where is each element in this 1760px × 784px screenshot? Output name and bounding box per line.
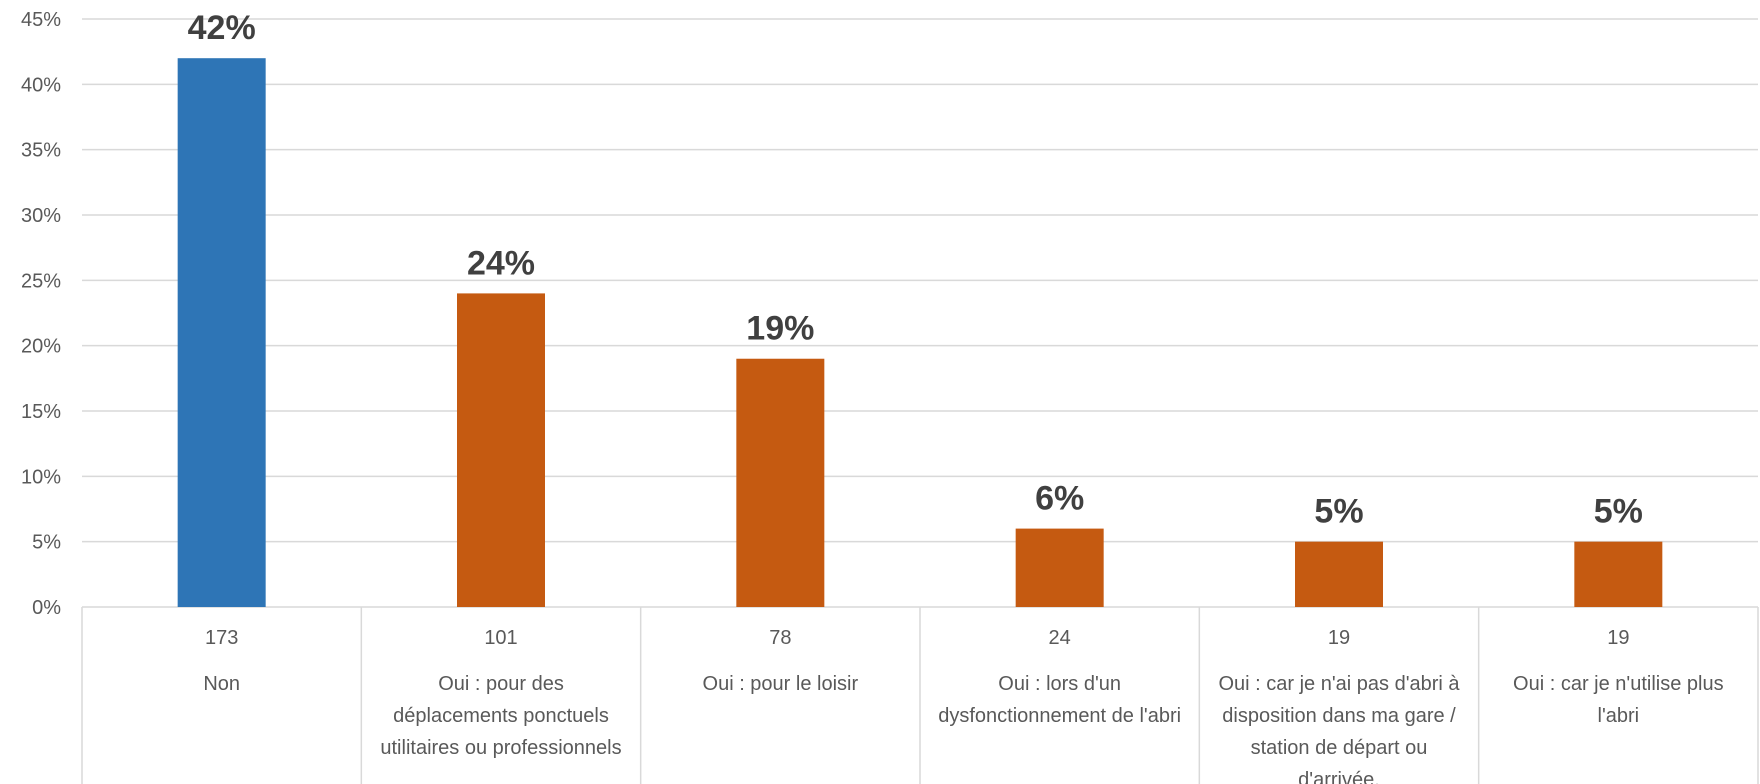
category-label: l'abri [1598, 705, 1640, 727]
category-count: 101 [484, 627, 517, 649]
y-tick-label: 30% [21, 205, 61, 227]
category-count: 24 [1049, 627, 1071, 649]
category-label: Oui : lors d'un [998, 673, 1121, 695]
y-tick-label: 35% [21, 140, 61, 162]
bar [1015, 528, 1104, 607]
bars [177, 58, 1663, 607]
bar [1574, 541, 1663, 607]
category-label: utilitaires ou professionnels [380, 737, 621, 759]
bar [177, 58, 266, 607]
category-label: dysfonctionnement de l'abri [938, 705, 1181, 727]
bar [457, 293, 545, 607]
data-label: 5% [1594, 493, 1643, 531]
category-table [81, 606, 1759, 784]
data-label: 6% [1035, 480, 1084, 518]
category-label: Oui : pour des [438, 673, 564, 695]
y-tick-label: 20% [21, 336, 61, 358]
y-tick-label: 40% [21, 74, 61, 96]
bar [1295, 541, 1383, 607]
data-label: 42% [188, 9, 256, 47]
y-tick-label: 10% [21, 466, 61, 488]
data-label: 19% [746, 310, 814, 348]
category-label: Oui : car je n'utilise plus [1513, 673, 1724, 695]
category-count: 19 [1607, 627, 1629, 649]
y-tick-label: 45% [21, 9, 61, 31]
y-tick-label: 0% [32, 597, 61, 619]
data-label: 24% [467, 244, 535, 282]
category-count: 19 [1328, 627, 1350, 649]
category-label: Oui : pour le loisir [703, 673, 859, 695]
category-count: 173 [205, 627, 238, 649]
bar [736, 358, 825, 607]
category-count: 78 [769, 627, 791, 649]
y-tick-label: 15% [21, 401, 61, 423]
category-labels: 173 Non 101 Oui : pour des déplacements ponc… [203, 627, 1723, 784]
data-labels: 42% 24% 19% 6% 5% 5% [188, 9, 1643, 530]
data-label: 5% [1314, 493, 1363, 531]
category-label: d'arrivée. [1298, 769, 1380, 784]
category-label: déplacements ponctuels [393, 705, 609, 727]
y-tick-label: 25% [21, 270, 61, 292]
y-axis-ticks: 0% 5% 10% 15% 20% 25% 30% 35% 40% 45% [21, 9, 61, 619]
category-label: station de départ ou [1251, 737, 1428, 759]
grid-lines [82, 18, 1758, 543]
category-label: Oui : car je n'ai pas d'abri à [1218, 673, 1460, 695]
category-label: disposition dans ma gare / [1222, 705, 1456, 727]
y-tick-label: 5% [32, 532, 61, 554]
category-label: Non [203, 673, 240, 695]
